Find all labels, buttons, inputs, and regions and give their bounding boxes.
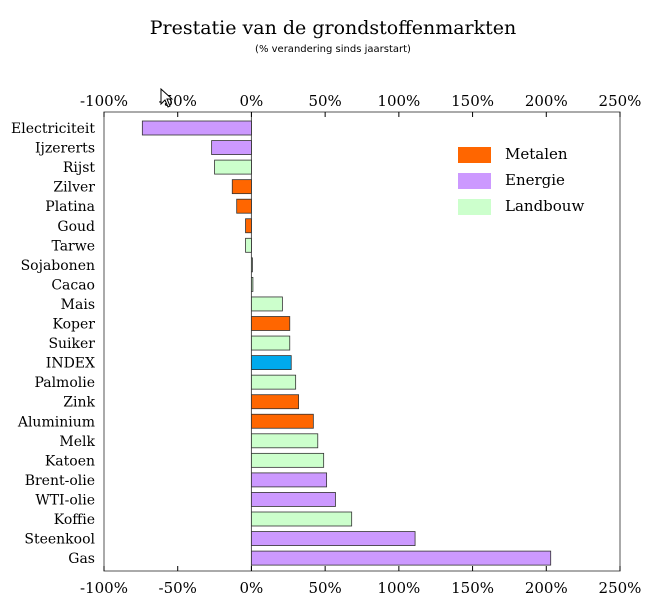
x-tick-label-bottom: 250% bbox=[599, 579, 642, 597]
category-label: INDEX bbox=[46, 356, 95, 372]
bar-melk bbox=[251, 433, 319, 449]
bar-aluminium bbox=[251, 413, 314, 429]
category-label: Ijzererts bbox=[35, 141, 95, 157]
legend-swatch-energie bbox=[458, 173, 491, 189]
category-label: Koffie bbox=[54, 512, 95, 528]
category-label: Koper bbox=[53, 317, 96, 333]
x-tick-label-top: 150% bbox=[451, 92, 494, 110]
bar-koper bbox=[251, 316, 291, 331]
category-label: Mais bbox=[61, 297, 95, 313]
category-label: Electriciteit bbox=[11, 121, 95, 137]
x-tick-label-bottom: 100% bbox=[377, 579, 420, 597]
bar-katoen bbox=[251, 452, 325, 468]
bar-koffie bbox=[251, 511, 353, 527]
category-label: Platina bbox=[45, 199, 95, 215]
bar-mais bbox=[251, 296, 283, 312]
bar-ijzererts bbox=[211, 140, 252, 155]
x-tick-label-top: 50% bbox=[308, 92, 341, 110]
bar-cacao bbox=[251, 276, 254, 292]
x-tick-label-top: 100% bbox=[377, 92, 420, 110]
plot-frame bbox=[103, 111, 621, 572]
chart-title: Prestatie van de grondstoffenmarkten bbox=[149, 17, 517, 39]
mouse-cursor-icon bbox=[160, 88, 174, 108]
x-tick-label-bottom: -100% bbox=[80, 579, 128, 597]
legend-label: Landbouw bbox=[505, 197, 584, 215]
category-label: Suiker bbox=[48, 336, 95, 352]
bar-wti-olie bbox=[251, 492, 336, 507]
x-tick-label-bottom: 200% bbox=[525, 579, 568, 597]
category-label: Aluminium bbox=[17, 414, 95, 430]
bar-zink bbox=[251, 394, 300, 410]
bar-steenkool bbox=[251, 531, 416, 546]
x-tick-label-bottom: 0% bbox=[240, 579, 264, 597]
bar-palmolie bbox=[251, 374, 297, 390]
bar-goud bbox=[245, 218, 252, 234]
bar-zilver bbox=[231, 179, 252, 195]
legend-label: Energie bbox=[505, 171, 565, 189]
legend-label: Metalen bbox=[505, 145, 568, 163]
chart-subtitle: (% verandering sinds jaarstart) bbox=[255, 44, 411, 55]
category-label: Palmolie bbox=[34, 375, 95, 391]
category-label: Gas bbox=[68, 551, 95, 567]
bar-sojabonen bbox=[251, 257, 253, 273]
bar-suiker bbox=[251, 335, 291, 351]
x-tick-label-bottom: 150% bbox=[451, 579, 494, 597]
category-label: Goud bbox=[57, 219, 95, 235]
bar-gas bbox=[251, 550, 552, 566]
category-label: Zink bbox=[63, 395, 95, 411]
category-label: Sojabonen bbox=[21, 258, 95, 274]
category-label: Cacao bbox=[51, 277, 95, 293]
bar-electriciteit bbox=[141, 120, 252, 136]
bar-tarwe bbox=[245, 237, 252, 253]
x-tick-label-top: 250% bbox=[599, 92, 642, 110]
bar-index bbox=[251, 355, 292, 371]
bar-platina bbox=[236, 198, 252, 214]
legend-swatch-metalen bbox=[458, 147, 491, 163]
legend-swatch-landbouw bbox=[458, 199, 491, 215]
x-tick-label-top: -100% bbox=[80, 92, 128, 110]
category-label: Melk bbox=[59, 434, 95, 450]
bar-brent-olie bbox=[251, 472, 328, 488]
category-label: Tarwe bbox=[51, 238, 95, 254]
bar-rijst bbox=[214, 159, 252, 175]
x-tick-label-bottom: -50% bbox=[159, 579, 197, 597]
category-label: Katoen bbox=[45, 453, 95, 469]
category-label: Zilver bbox=[53, 180, 95, 196]
x-tick-label-top: 0% bbox=[240, 92, 264, 110]
x-tick-label-top: 200% bbox=[525, 92, 568, 110]
x-tick-label-bottom: 50% bbox=[308, 579, 341, 597]
category-label: Rijst bbox=[63, 160, 96, 176]
category-label: WTI-olie bbox=[35, 492, 95, 508]
category-label: Steenkool bbox=[24, 532, 95, 548]
category-label: Brent-olie bbox=[25, 473, 95, 489]
